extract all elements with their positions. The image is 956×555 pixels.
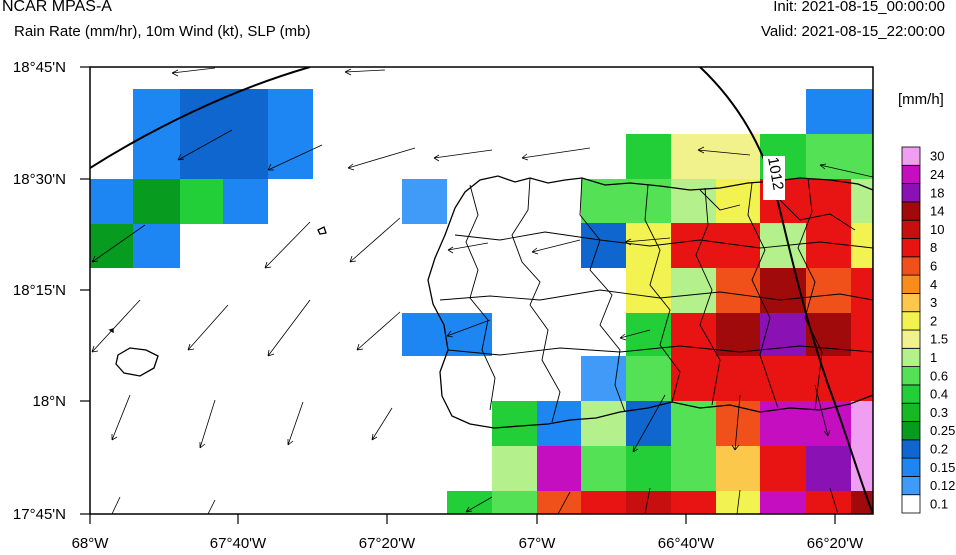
- map-subtitle: Rain Rate (mm/hr), 10m Wind (kt), SLP (m…: [14, 23, 311, 40]
- colorbar-swatch: [901, 384, 921, 404]
- colorbar-swatch: [901, 366, 921, 386]
- colorbar-label: 10: [930, 222, 944, 237]
- colorbar-label: 2: [930, 313, 937, 328]
- lat-tick-label: 17°45'N: [13, 506, 66, 523]
- colorbar-swatch: [901, 146, 921, 166]
- colorbar-swatch: [901, 475, 921, 496]
- colorbar-label: 0.12: [930, 478, 955, 493]
- colorbar-label: 30: [930, 149, 944, 164]
- colorbar-swatch: [901, 164, 921, 185]
- colorbar-swatch: [901, 292, 921, 313]
- coastline: [108, 175, 873, 429]
- colorbar-label: 0.2: [930, 441, 948, 456]
- colorbar-label: 0.6: [930, 368, 948, 383]
- colorbar-label: 1.5: [930, 332, 948, 347]
- isobar-label: 1012: [763, 156, 787, 200]
- colorbar-unit: [mm/h]: [898, 91, 944, 108]
- colorbar-label: 0.15: [930, 460, 955, 475]
- lon-tick-label: 67°W: [519, 535, 557, 552]
- lon-tick-label: 67°20'W: [359, 535, 416, 552]
- colorbar-label: 1: [930, 350, 937, 365]
- lat-tick-label: 18°30'N: [13, 171, 66, 188]
- colorbar-label: 0.1: [930, 496, 948, 511]
- colorbar-label: 6: [930, 258, 937, 273]
- lon-tick-label: 66°20'W: [807, 535, 864, 552]
- lat-tick-labels: 18°45'N 18°30'N 18°15'N 18°N 17°45'N: [13, 59, 66, 523]
- colorbar-swatch: [901, 457, 921, 477]
- colorbar-swatch: [901, 219, 921, 239]
- colorbar-swatch: [901, 421, 921, 441]
- lat-tick-label: 18°N: [32, 393, 66, 410]
- wind-vectors: [91, 67, 873, 514]
- colorbar: [mm/h] 0.1 0.12 0.15 0.2 0.25 0.3 0.4 0.6 1 1.5 2 3…: [898, 91, 955, 514]
- colorbar-swatch: [901, 238, 921, 258]
- colorbar-label: 0.3: [930, 405, 948, 420]
- colorbar-swatch: [901, 201, 921, 221]
- colorbar-label: 4: [930, 277, 937, 292]
- colorbar-label: 14: [930, 204, 944, 219]
- colorbar-label: 24: [930, 167, 944, 182]
- colorbar-swatches: [901, 146, 921, 514]
- colorbar-label: 8: [930, 240, 937, 255]
- colorbar-label: 3: [930, 295, 937, 310]
- isobar-label-text: 1012: [764, 156, 787, 192]
- colorbar-swatch: [901, 274, 921, 294]
- lon-tick-label: 66°40'W: [658, 535, 715, 552]
- colorbar-label: 18: [930, 185, 944, 200]
- colorbar-label: 0.4: [930, 387, 948, 402]
- colorbar-swatch: [901, 329, 921, 349]
- colorbar-swatch: [901, 439, 921, 459]
- municipal-boundaries: [439, 177, 873, 423]
- lat-tick-label: 18°15'N: [13, 282, 66, 299]
- colorbar-swatch: [901, 494, 921, 514]
- valid-time: Valid: 2021-08-15_22:00:00: [760, 23, 945, 40]
- colorbar-swatch: [901, 347, 921, 367]
- colorbar-swatch: [901, 402, 921, 422]
- colorbar-swatch: [901, 256, 921, 276]
- lat-tick-label: 18°45'N: [13, 59, 66, 76]
- colorbar-swatch: [901, 311, 921, 331]
- colorbar-labels: 0.1 0.12 0.15 0.2 0.25 0.3 0.4 0.6 1 1.5 2 3 4 6 8 10 14…: [930, 149, 955, 512]
- lon-tick-label: 68°W: [72, 535, 110, 552]
- map-title: NCAR MPAS-A: [2, 0, 112, 15]
- lon-tick-label: 67°40'W: [210, 535, 267, 552]
- init-time: Init: 2021-08-15_00:00:00: [773, 0, 945, 15]
- colorbar-swatch: [901, 183, 921, 203]
- rain-rate-grid: [90, 89, 873, 514]
- axis-ticks: [80, 66, 836, 524]
- slp-contours: [90, 67, 873, 514]
- lon-tick-labels: 68°W 67°40'W 67°20'W 67°W 66°40'W 66°20'…: [72, 535, 864, 552]
- colorbar-label: 0.25: [930, 423, 955, 438]
